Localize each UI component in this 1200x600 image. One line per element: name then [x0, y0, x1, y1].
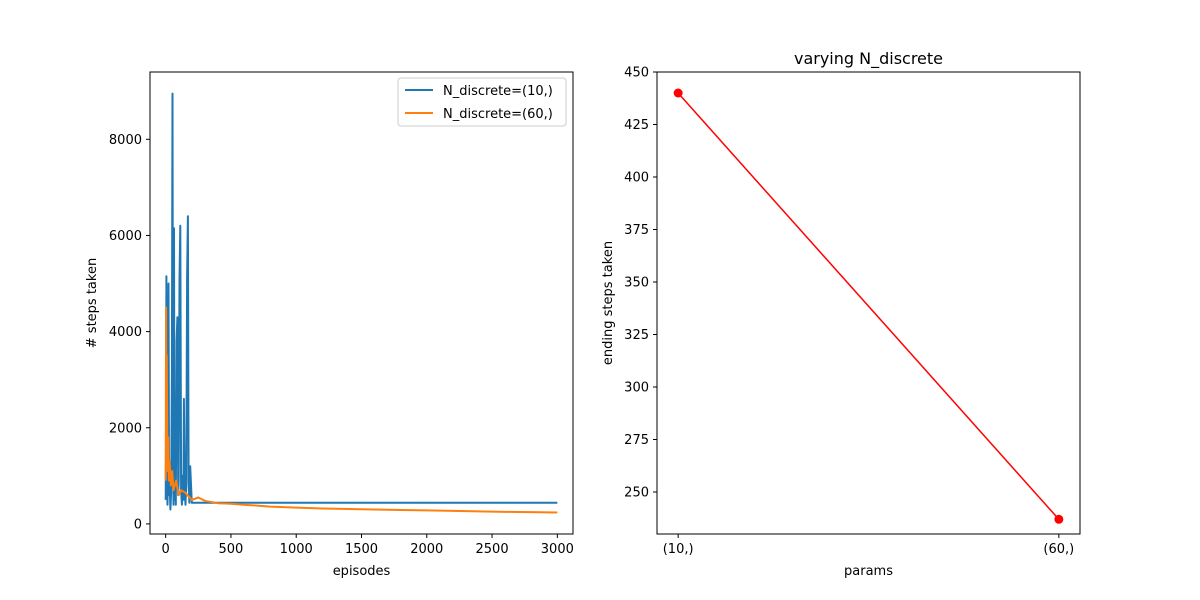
- legend-label-series-0: N_discrete=(10,): [443, 84, 553, 99]
- steps-chart-plot-area: [150, 72, 573, 534]
- series-line-1: [164, 306, 558, 514]
- series-line-0: [164, 92, 558, 511]
- steps-chart-x-ticks: 0 500 1000 1500 2000 2500 3000: [162, 534, 574, 557]
- ending-steps-chart-frame: [656, 71, 1081, 535]
- y-tick-label: 4000: [109, 325, 142, 340]
- steps-chart: 0 2000 4000 6000 8000 0 500 1000 1500 2000 2500 30…: [85, 71, 574, 579]
- y-tick-label: 8000: [109, 133, 142, 148]
- x-tick-label: 1500: [345, 542, 378, 557]
- ending-steps-chart-lines: [673, 88, 1064, 524]
- x-tick-label: 1000: [280, 542, 313, 557]
- y-tick-label: 0: [134, 517, 142, 532]
- ending-steps-chart-y-ticks: 250 275 300 325 350 375 400 425 450: [624, 66, 657, 501]
- y-tick-label: 275: [624, 433, 649, 448]
- ending-steps-chart-title: varying N_discrete: [794, 49, 943, 69]
- ending-steps-chart-x-ticks: (10,) (60,): [663, 534, 1074, 557]
- steps-chart-lines: [164, 92, 558, 514]
- y-tick-label: 325: [624, 328, 649, 343]
- data-point: [1054, 514, 1064, 524]
- y-tick-label: 2000: [109, 421, 142, 436]
- steps-chart-frame: [149, 71, 574, 535]
- ending-steps-chart: 250 275 300 325 350 375 400 425 450 (10,) (60,) v…: [601, 49, 1081, 579]
- x-tick-label: 3000: [541, 542, 574, 557]
- y-tick-label: 375: [624, 223, 649, 238]
- steps-chart-y-ticks: 0 2000 4000 6000 8000: [109, 133, 150, 532]
- x-tick-label: 2500: [476, 542, 509, 557]
- steps-chart-y-label: # steps taken: [85, 258, 100, 348]
- data-point: [673, 88, 683, 98]
- x-tick-label: 500: [219, 542, 244, 557]
- y-tick-label: 6000: [109, 229, 142, 244]
- y-tick-label: 250: [624, 486, 649, 501]
- legend-label-series-1: N_discrete=(60,): [443, 107, 553, 122]
- ending-steps-chart-y-label: ending steps taken: [601, 241, 616, 365]
- ending-steps-chart-x-label: params: [844, 564, 893, 579]
- y-tick-label: 425: [624, 118, 649, 133]
- y-tick-label: 350: [624, 276, 649, 291]
- x-tick-label: 0: [162, 542, 170, 557]
- y-tick-label: 400: [624, 171, 649, 186]
- legend-box: [397, 77, 567, 127]
- x-tick-label: 2000: [410, 542, 443, 557]
- series-line-0: [677, 92, 1060, 520]
- steps-chart-x-label: episodes: [333, 564, 391, 579]
- y-tick-label: 300: [624, 381, 649, 396]
- steps-chart-legend: N_discrete=(10,) N_discrete=(60,): [397, 77, 567, 127]
- x-tick-label: (60,): [1043, 542, 1074, 557]
- y-tick-label: 450: [624, 66, 649, 81]
- x-tick-label: (10,): [663, 542, 694, 557]
